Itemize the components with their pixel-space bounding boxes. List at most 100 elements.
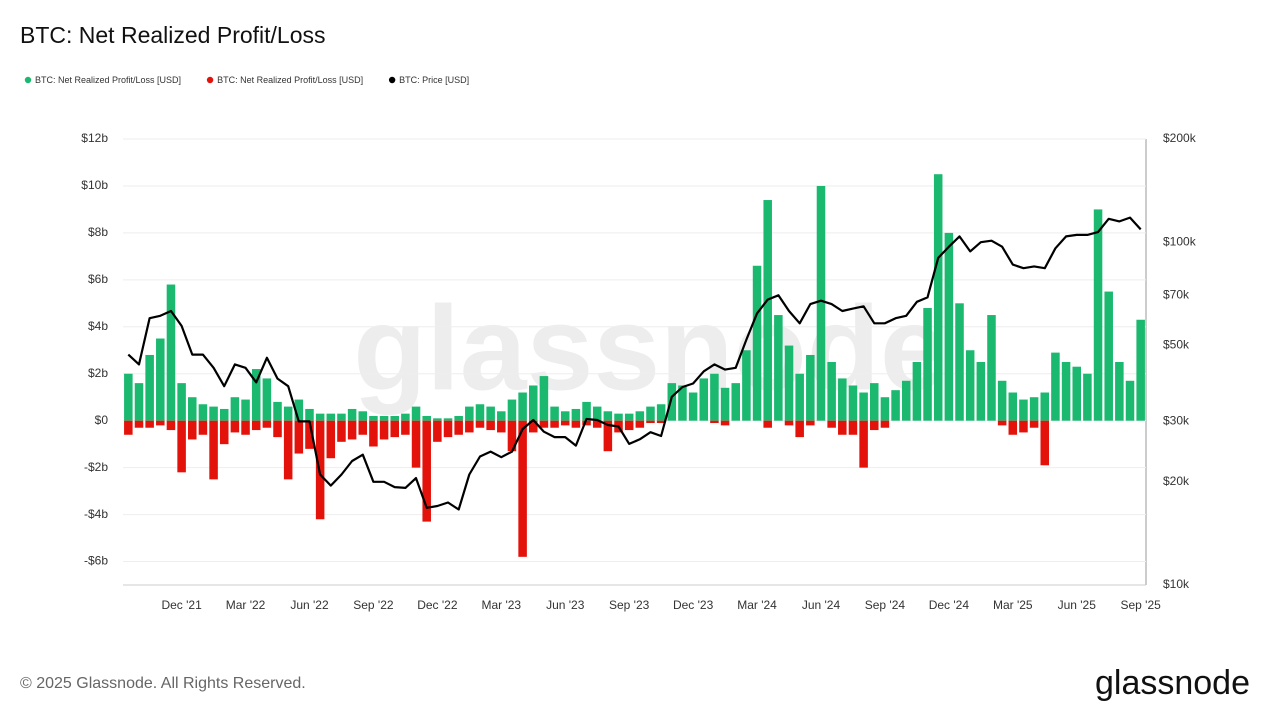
bar xyxy=(784,420,794,426)
bar xyxy=(401,413,410,421)
y2-tick-label: $100k xyxy=(1163,234,1197,248)
bar xyxy=(646,420,655,424)
bar xyxy=(1019,420,1028,433)
x-tick-label: Sep '24 xyxy=(865,598,906,612)
bar xyxy=(1029,397,1039,421)
bar xyxy=(209,406,218,421)
bar xyxy=(241,399,250,421)
bar xyxy=(145,420,154,428)
bar xyxy=(646,406,655,421)
bar xyxy=(390,415,399,421)
x-tick-label: Dec '21 xyxy=(161,598,202,612)
bar xyxy=(997,420,1007,426)
legend-swatch xyxy=(206,76,214,84)
bar xyxy=(230,420,240,433)
bar xyxy=(422,420,431,522)
bar xyxy=(273,401,282,421)
legend-label: BTC: Net Realized Profit/Loss [USD] xyxy=(217,75,363,85)
bar xyxy=(188,397,197,421)
bar xyxy=(912,362,922,421)
bar xyxy=(763,420,772,428)
bar xyxy=(507,399,517,421)
legend-swatch xyxy=(388,76,396,84)
x-tick-label: Mar '25 xyxy=(993,598,1033,612)
bar xyxy=(870,383,879,421)
bar xyxy=(198,404,208,421)
bar xyxy=(923,308,932,421)
bar xyxy=(1029,420,1039,428)
watermark: glassnode xyxy=(353,282,947,416)
bar xyxy=(337,413,346,421)
bar xyxy=(315,413,325,421)
bar xyxy=(134,420,144,428)
bar xyxy=(166,420,176,431)
bar xyxy=(1104,291,1113,421)
x-tick-label: Jun '25 xyxy=(1058,598,1097,612)
bar xyxy=(635,420,645,428)
bar xyxy=(465,420,474,433)
bar xyxy=(656,420,666,424)
x-tick-label: Sep '22 xyxy=(353,598,394,612)
x-tick-label: Sep '23 xyxy=(609,598,650,612)
bar xyxy=(816,185,826,421)
bar xyxy=(497,420,506,433)
plot xyxy=(124,174,1145,557)
bar xyxy=(742,350,751,421)
x-tick-label: Mar '24 xyxy=(737,598,777,612)
bar xyxy=(880,420,890,428)
bar xyxy=(827,420,836,428)
bar xyxy=(859,392,868,421)
x-tick-label: Mar '22 xyxy=(226,598,266,612)
chart-title: BTC: Net Realized Profit/Loss xyxy=(20,22,326,48)
bar xyxy=(156,420,165,426)
bar xyxy=(497,411,506,421)
bar xyxy=(795,420,804,438)
y-tick-label: $12b xyxy=(81,131,108,145)
bar xyxy=(1008,420,1018,435)
y2-tick-label: $10k xyxy=(1163,577,1190,591)
axes: -$6b -$4b -$2b $0 $2b $4b $6b $8b $10b $12b $10k $2… xyxy=(81,131,1196,612)
bar xyxy=(283,420,293,480)
bar xyxy=(848,385,858,421)
bar xyxy=(337,420,346,442)
y-tick-label: $2b xyxy=(88,366,108,380)
brand-logo: glassnode xyxy=(1095,664,1250,702)
y-tick-label: $10b xyxy=(81,178,108,192)
y2-tick-label: $50k xyxy=(1163,338,1190,352)
bar xyxy=(358,420,368,435)
bar xyxy=(486,406,495,421)
bar xyxy=(273,420,282,438)
bar xyxy=(560,420,570,426)
bar xyxy=(305,408,314,421)
bar xyxy=(401,420,410,435)
bar xyxy=(219,420,229,445)
x-tick-label: Jun '22 xyxy=(290,598,329,612)
bar xyxy=(838,378,847,421)
bar xyxy=(603,411,613,421)
bar xyxy=(198,420,208,435)
bar xyxy=(156,338,165,421)
bar xyxy=(656,404,666,421)
bar xyxy=(667,383,677,421)
bar xyxy=(411,406,421,421)
bar xyxy=(177,383,186,421)
bar xyxy=(731,383,740,421)
bar xyxy=(294,420,304,454)
bar xyxy=(241,420,250,435)
bar xyxy=(624,413,634,421)
bar xyxy=(550,420,559,428)
bar xyxy=(475,404,485,421)
bar xyxy=(571,420,581,428)
bar xyxy=(933,174,943,421)
bar xyxy=(219,408,229,421)
legend-label: BTC: Price [USD] xyxy=(399,75,469,85)
bar xyxy=(1040,420,1050,466)
y-tick-label: $6b xyxy=(88,272,108,286)
bar xyxy=(624,420,634,431)
y-tick-label: -$2b xyxy=(84,460,108,474)
bar xyxy=(710,373,719,421)
bar xyxy=(379,420,389,440)
bar xyxy=(454,420,463,435)
bar xyxy=(369,415,378,421)
bar xyxy=(251,420,261,431)
